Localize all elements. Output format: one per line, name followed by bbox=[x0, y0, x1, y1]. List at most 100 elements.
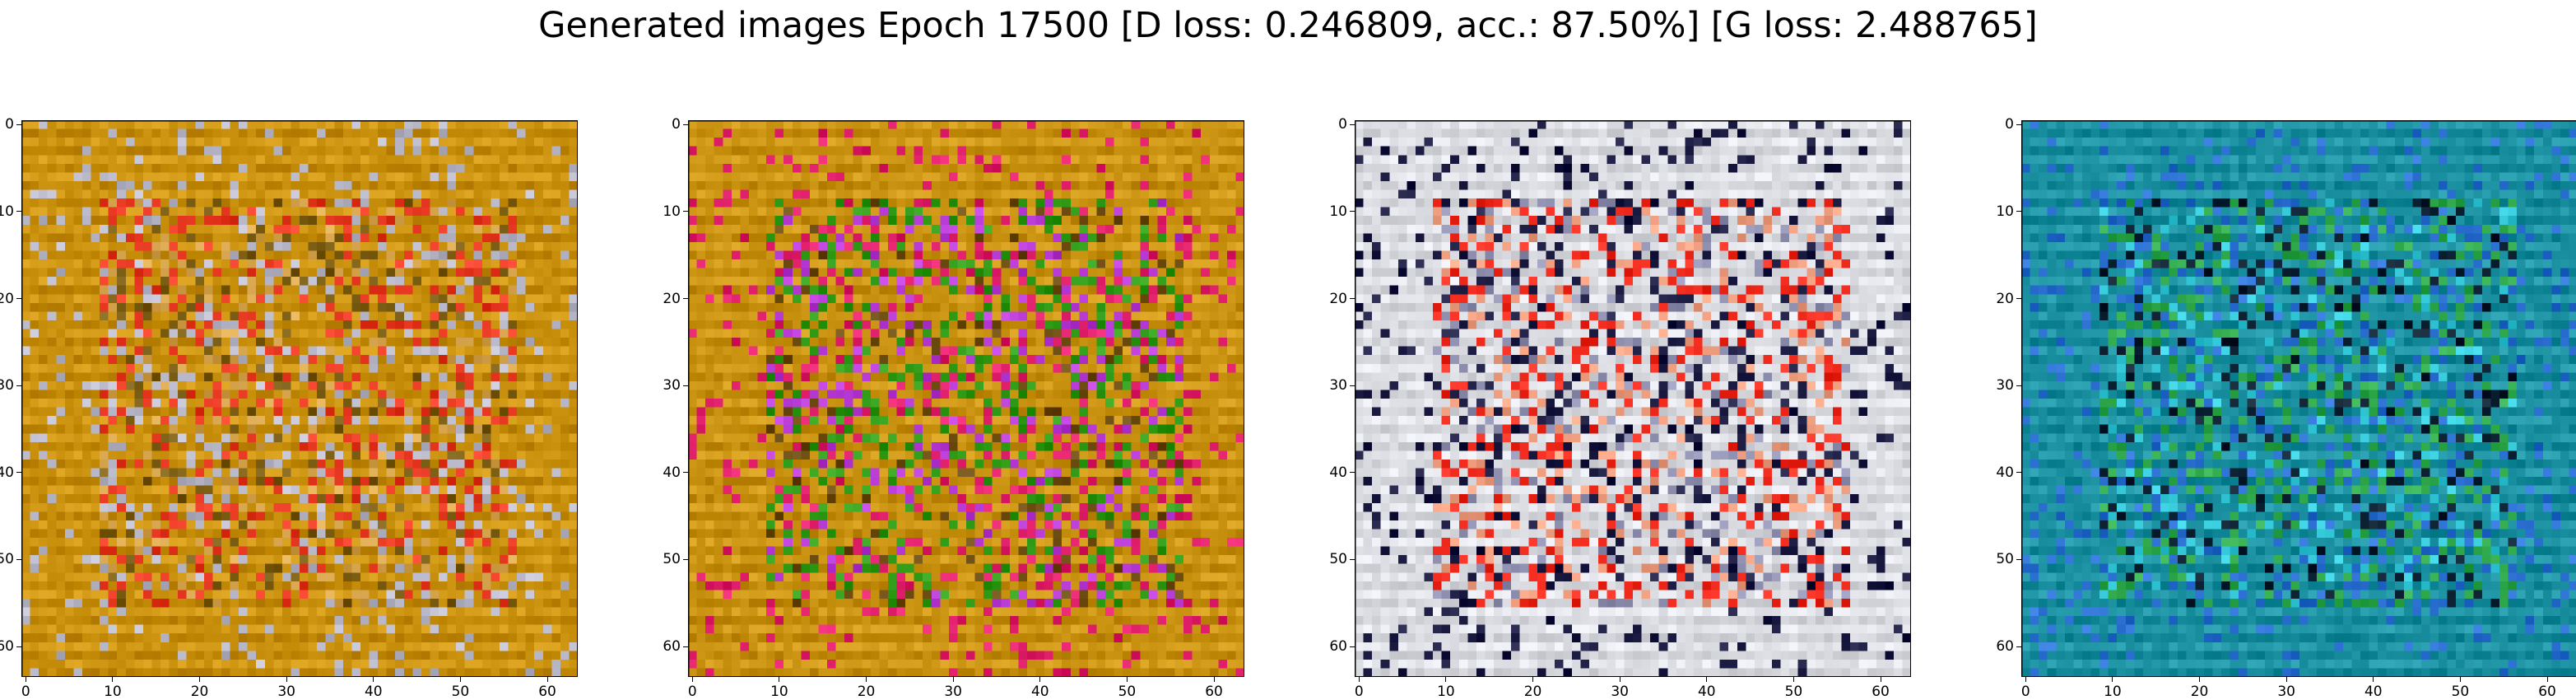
pixel bbox=[871, 155, 880, 164]
pixel bbox=[905, 138, 914, 147]
pixel bbox=[543, 277, 552, 286]
pixel bbox=[439, 642, 448, 651]
pixel bbox=[48, 520, 57, 530]
pixel bbox=[1132, 120, 1141, 129]
pixel bbox=[697, 155, 706, 164]
pixel bbox=[48, 381, 57, 390]
pixel bbox=[239, 225, 248, 234]
pixel bbox=[160, 433, 170, 442]
pixel bbox=[482, 190, 491, 199]
pixel bbox=[395, 529, 404, 538]
pixel bbox=[448, 329, 457, 338]
pixel bbox=[993, 216, 1002, 225]
pixel bbox=[1183, 120, 1193, 129]
pixel bbox=[775, 208, 784, 217]
pixel bbox=[326, 172, 335, 181]
pixel bbox=[117, 590, 126, 599]
pixel bbox=[888, 138, 897, 147]
pixel bbox=[221, 494, 230, 503]
pixel bbox=[212, 608, 221, 617]
pixel bbox=[230, 347, 239, 356]
pixel bbox=[473, 564, 482, 573]
pixel bbox=[448, 233, 457, 242]
pixel bbox=[73, 590, 82, 599]
pixel bbox=[343, 469, 352, 478]
pixel bbox=[326, 660, 335, 669]
pixel bbox=[923, 198, 932, 208]
pixel bbox=[73, 581, 82, 590]
pixel bbox=[360, 581, 370, 590]
pixel bbox=[732, 147, 741, 156]
pixel bbox=[187, 164, 196, 173]
pixel bbox=[56, 555, 65, 564]
pixel bbox=[187, 242, 196, 251]
pixel bbox=[482, 399, 491, 408]
pixel bbox=[560, 494, 570, 503]
pixel bbox=[1175, 138, 1184, 147]
pixel bbox=[56, 581, 65, 590]
pixel bbox=[134, 477, 143, 486]
pixel bbox=[439, 547, 448, 556]
pixel bbox=[482, 460, 491, 469]
pixel bbox=[534, 564, 543, 573]
pixel bbox=[48, 416, 57, 425]
pixel bbox=[491, 286, 500, 295]
pixel bbox=[897, 120, 906, 129]
pixel bbox=[1132, 225, 1141, 234]
pixel bbox=[551, 477, 560, 486]
pixel bbox=[21, 347, 30, 356]
pixel bbox=[844, 233, 853, 242]
pixel bbox=[465, 408, 474, 417]
pixel bbox=[404, 381, 413, 390]
pixel bbox=[688, 181, 697, 190]
pixel bbox=[491, 120, 500, 129]
pixel bbox=[844, 147, 853, 156]
pixel bbox=[509, 469, 518, 478]
pixel bbox=[30, 381, 40, 390]
pixel bbox=[291, 608, 300, 617]
pixel bbox=[439, 581, 448, 590]
pixel bbox=[517, 511, 526, 520]
pixel bbox=[300, 460, 309, 469]
pixel bbox=[56, 668, 65, 677]
pixel bbox=[456, 303, 465, 312]
pixel bbox=[309, 651, 318, 660]
pixel bbox=[526, 590, 535, 599]
pixel bbox=[73, 164, 82, 173]
pixel bbox=[48, 190, 57, 199]
pixel bbox=[317, 581, 326, 590]
pixel bbox=[291, 250, 300, 259]
pixel bbox=[360, 503, 370, 512]
pixel bbox=[482, 599, 491, 608]
x-tick-mark bbox=[460, 677, 461, 682]
pixel bbox=[560, 181, 570, 190]
pixel bbox=[697, 190, 706, 199]
pixel bbox=[430, 486, 439, 495]
pixel bbox=[705, 233, 714, 242]
pixel bbox=[723, 164, 732, 173]
pixel bbox=[993, 164, 1002, 173]
pixel bbox=[151, 633, 160, 642]
pixel bbox=[48, 555, 57, 564]
pixel bbox=[82, 259, 91, 268]
pixel bbox=[265, 347, 274, 356]
pixel bbox=[905, 155, 914, 164]
pixel bbox=[370, 450, 379, 460]
pixel bbox=[1210, 129, 1219, 138]
pixel bbox=[73, 147, 82, 156]
pixel bbox=[526, 303, 535, 312]
pixel bbox=[91, 642, 100, 651]
pixel bbox=[412, 364, 421, 373]
pixel bbox=[1044, 120, 1053, 129]
pixel bbox=[360, 347, 370, 356]
pixel bbox=[714, 233, 723, 242]
pixel bbox=[370, 642, 379, 651]
pixel bbox=[871, 225, 880, 234]
pixel bbox=[1123, 147, 1132, 156]
pixel bbox=[526, 277, 535, 286]
pixel bbox=[526, 511, 535, 520]
pixel bbox=[517, 320, 526, 329]
pixel bbox=[326, 164, 335, 173]
pixel bbox=[456, 233, 465, 242]
pixel bbox=[482, 120, 491, 129]
